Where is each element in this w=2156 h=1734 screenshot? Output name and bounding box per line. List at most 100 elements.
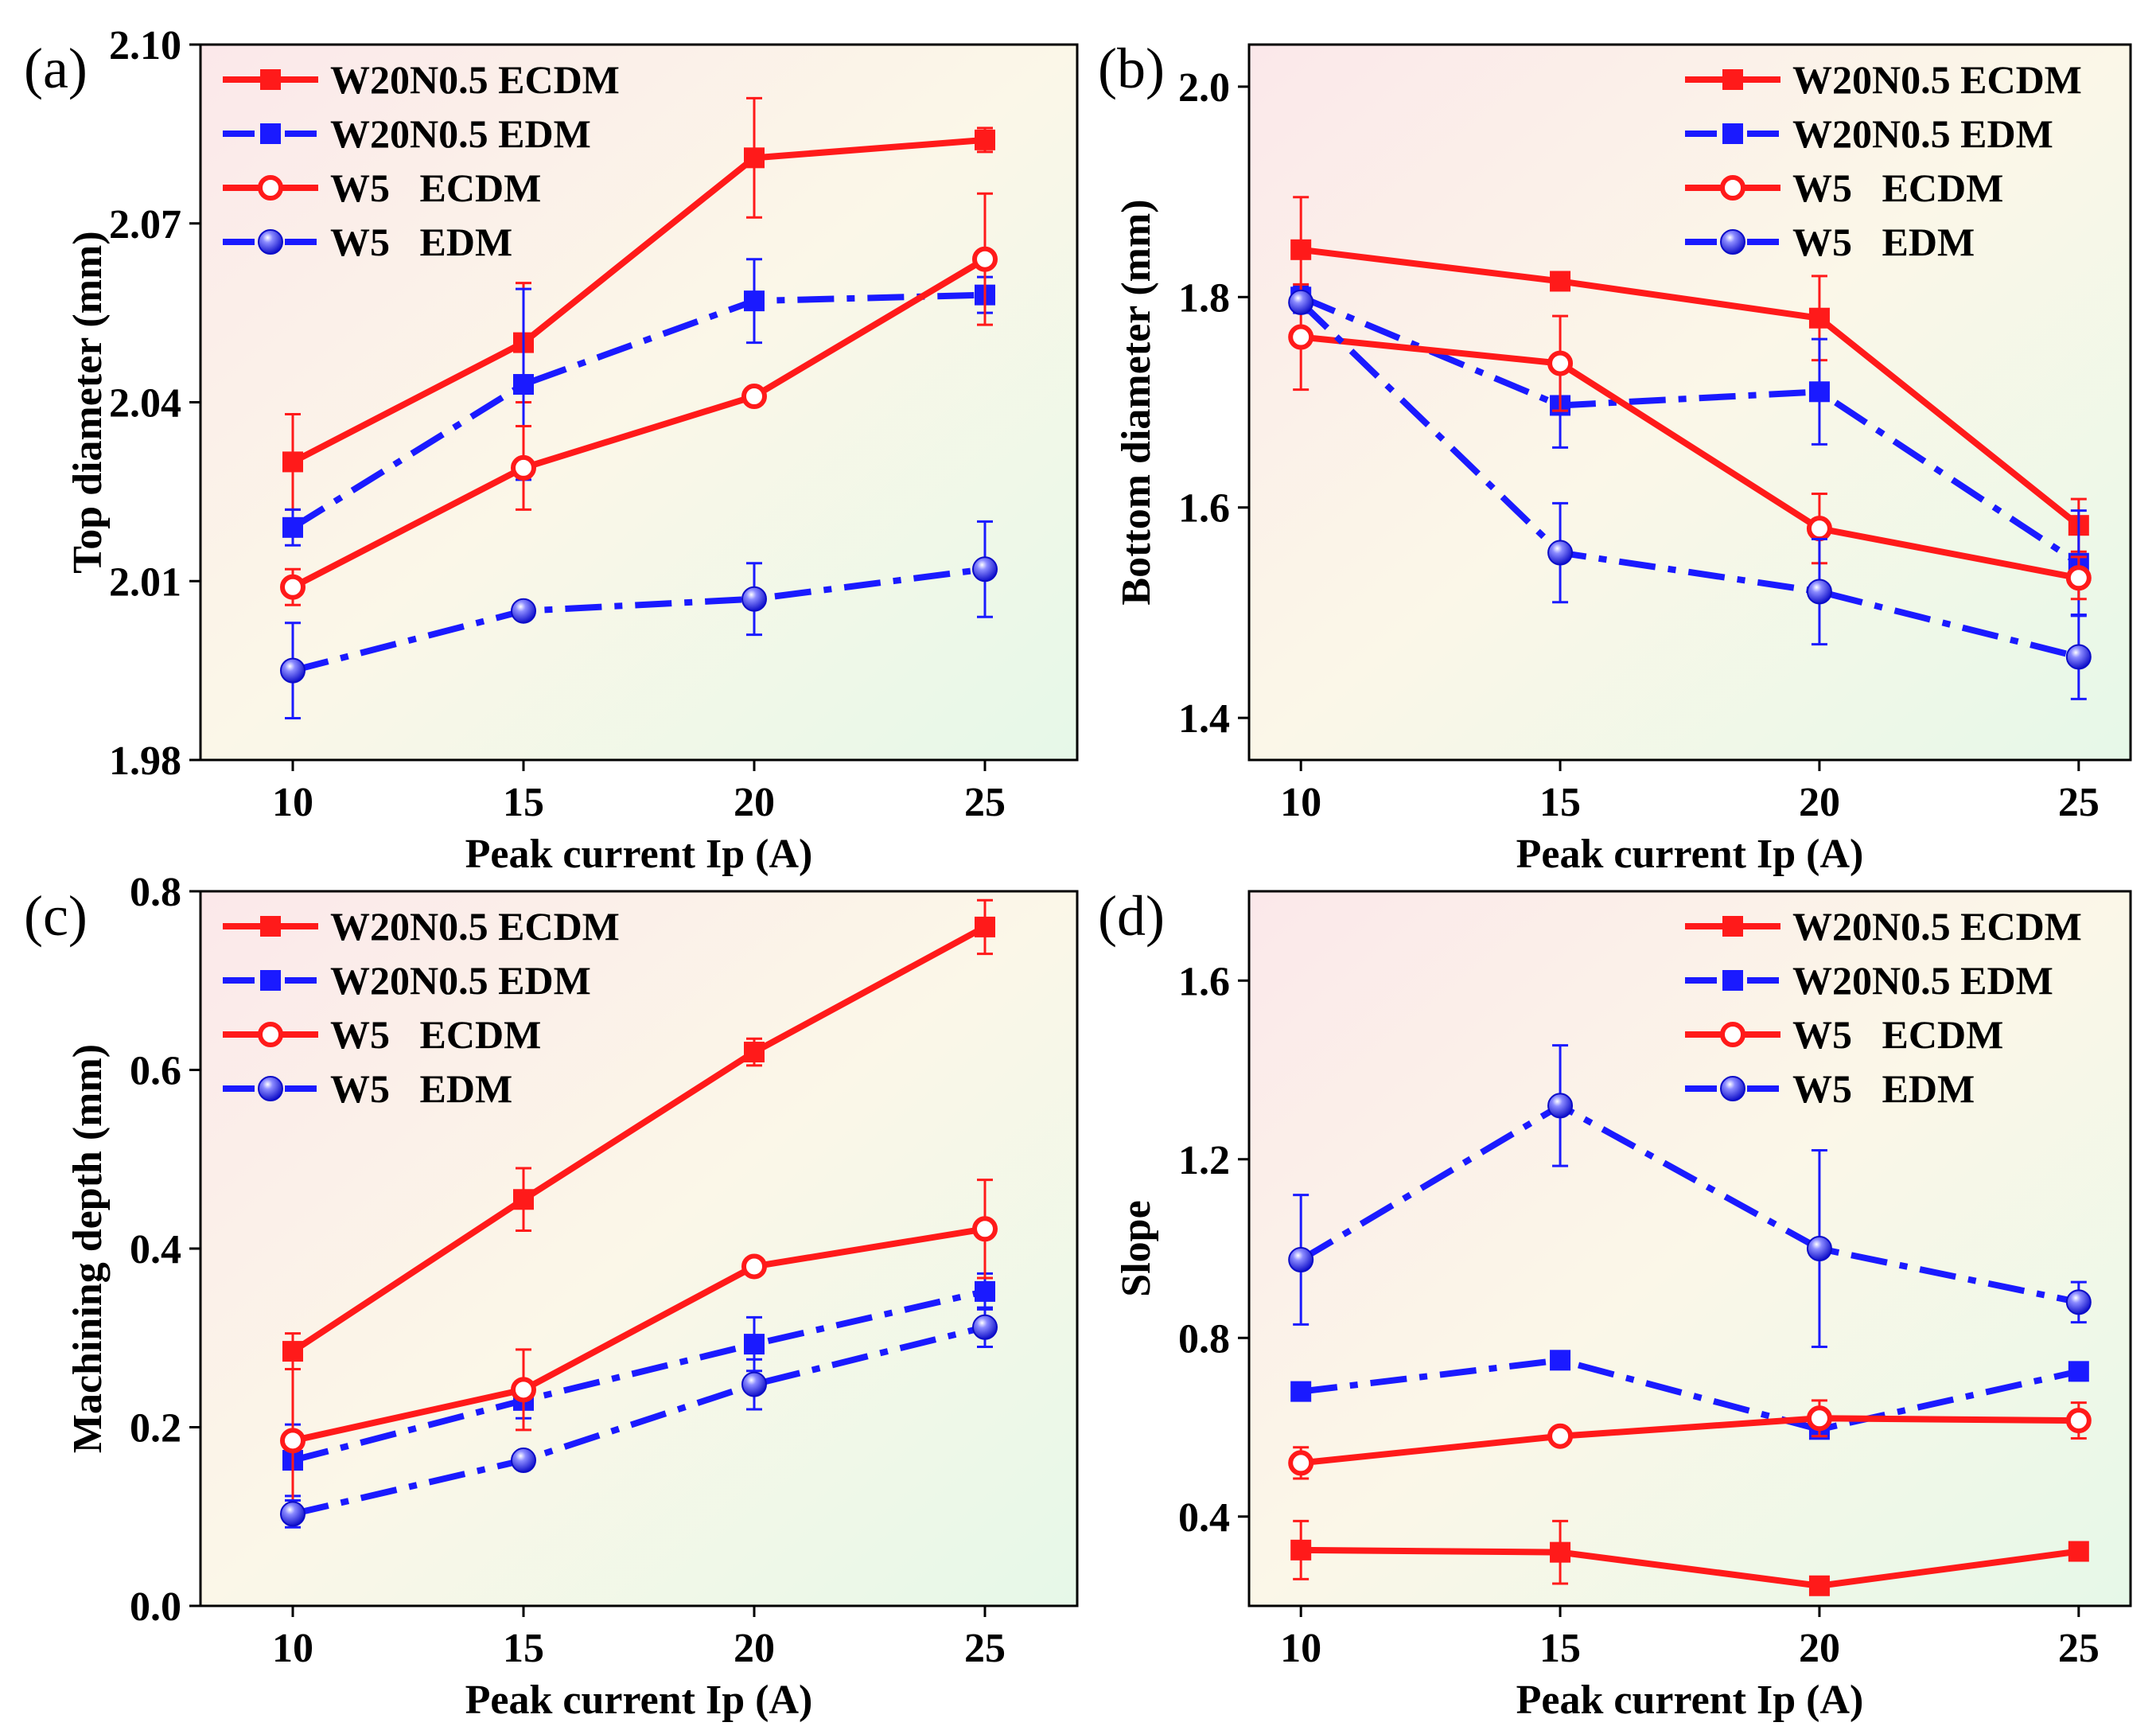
legend-item: W5 ECDM [223, 166, 541, 210]
y-axis-title: Slope [1114, 1200, 1159, 1296]
plot-area [1249, 45, 2131, 760]
data-point [741, 586, 767, 612]
series-2 [1288, 283, 2092, 601]
x-axis-title: Peak current Ip (A) [465, 1677, 813, 1723]
legend-marker [1720, 175, 1745, 201]
data-point [972, 246, 998, 272]
legend-item: W20N0.5 EDM [223, 958, 591, 1003]
legend-marker [1720, 1022, 1745, 1047]
legend-label: W20N0.5 ECDM [330, 57, 620, 102]
legend-item: W5 EDM [223, 220, 512, 264]
legend-label: W20N0.5 ECDM [330, 904, 620, 949]
data-point [282, 516, 303, 538]
legend-label: W5 EDM [330, 220, 512, 264]
data-point [1806, 1405, 1832, 1432]
data-point [511, 598, 536, 624]
series-2 [280, 192, 998, 606]
legend-item: W5 ECDM [223, 1012, 541, 1057]
legend-item: W20N0.5 EDM [1685, 111, 2053, 156]
legend-label: W20N0.5 EDM [330, 958, 591, 1003]
chart-panel-d: 0.4 0.8 1.2 1.6 10 15 20 25 Peak current Ip (A) S… [1098, 884, 2132, 1723]
x-tick-label: 25 [2058, 780, 2100, 825]
legend-marker [1720, 229, 1745, 255]
y-tick-label: 2.01 [109, 559, 181, 605]
x-tick-label: 20 [1799, 780, 1840, 825]
legend-marker [260, 970, 281, 991]
x-tick-label: 10 [1280, 780, 1321, 825]
legend-marker [1722, 916, 1743, 937]
series-line [290, 291, 986, 531]
x-tick-label: 20 [1799, 1626, 1840, 1671]
legend-label: W20N0.5 EDM [330, 111, 591, 156]
y-tick-label: 0.4 [130, 1227, 181, 1272]
legend-item: W5 ECDM [1685, 166, 2003, 210]
legend-item: W20N0.5 EDM [1685, 958, 2053, 1003]
series-line [291, 256, 987, 590]
y-axis-title: Bottom diameter (mm) [1114, 199, 1159, 605]
legend-marker [260, 69, 281, 90]
legend-item: W20N0.5 ECDM [1685, 904, 2082, 949]
legend-item: W5 ECDM [1685, 1012, 2003, 1057]
data-point [280, 1501, 305, 1527]
series-line [1300, 1357, 2080, 1433]
y-tick-label: 2.04 [109, 381, 181, 427]
legend-item: W20N0.5 ECDM [1685, 57, 2082, 102]
data-point [975, 916, 995, 937]
x-tick-label: 25 [2058, 1626, 2100, 1671]
x-tick-label: 10 [272, 1626, 313, 1671]
legend-marker [258, 1022, 283, 1047]
panel-label: (c) [24, 884, 88, 948]
data-point [744, 290, 765, 312]
data-point [1288, 1247, 1314, 1273]
data-point [1550, 1350, 1571, 1371]
chart-panel-c: 0.0 0.2 0.4 0.6 0.8 10 15 20 25 Peak current Ip (… [24, 870, 1079, 1723]
series-line [291, 1288, 986, 1463]
plot-area [200, 891, 1077, 1606]
legend-item: W5 EDM [223, 1066, 512, 1111]
data-point [282, 1341, 303, 1362]
series-2 [1288, 1399, 2092, 1480]
data-point [513, 1189, 534, 1210]
legend-marker [1720, 1076, 1745, 1101]
data-point [1547, 350, 1574, 376]
x-tick-label: 10 [272, 780, 313, 825]
y-tick-label: 1.6 [1178, 486, 1230, 532]
y-tick-label: 1.98 [109, 738, 181, 784]
y-tick-label: 0.8 [1178, 1316, 1230, 1362]
legend-marker [258, 1076, 283, 1101]
legend-label: W5 EDM [330, 1066, 512, 1111]
data-point [280, 574, 305, 600]
data-point [511, 1377, 536, 1403]
series-line [1300, 1415, 2079, 1467]
data-point [2065, 1289, 2092, 1315]
y-tick-label: 1.6 [1178, 959, 1230, 1004]
y-axis-title: Machining depth (mm) [65, 1044, 111, 1453]
y-tick-label: 2.10 [109, 23, 181, 68]
series-3 [1288, 1044, 2092, 1348]
series-line [292, 1323, 986, 1518]
x-axis-title: Peak current Ip (A) [1516, 1677, 1864, 1723]
series-line [291, 136, 986, 465]
series-3 [280, 1306, 998, 1529]
y-axis-title: Top diameter (mm) [65, 231, 111, 573]
series-line [1300, 333, 2080, 582]
legend-label: W20N0.5 ECDM [1792, 904, 2082, 949]
legend-item: W20N0.5 EDM [223, 111, 591, 156]
x-tick-label: 15 [1539, 1626, 1581, 1671]
legend: W20N0.5 ECDM W20N0.5 EDM W5 ECDM W5 EDM [1685, 904, 2082, 1111]
series-line [1299, 1102, 2080, 1306]
data-point [1806, 579, 1832, 605]
series-3 [1288, 289, 2092, 700]
y-tick-label: 2.0 [1178, 65, 1230, 111]
series-line [291, 566, 986, 674]
legend-label: W20N0.5 EDM [1792, 111, 2053, 156]
data-point [513, 374, 534, 396]
data-point [2068, 1361, 2089, 1382]
data-point [744, 147, 765, 169]
legend-marker [1722, 69, 1743, 90]
data-point [2065, 565, 2092, 591]
data-point [741, 1371, 767, 1397]
x-tick-label: 20 [734, 780, 775, 825]
series-1 [1290, 1350, 2089, 1440]
x-tick-label: 20 [734, 1626, 775, 1671]
